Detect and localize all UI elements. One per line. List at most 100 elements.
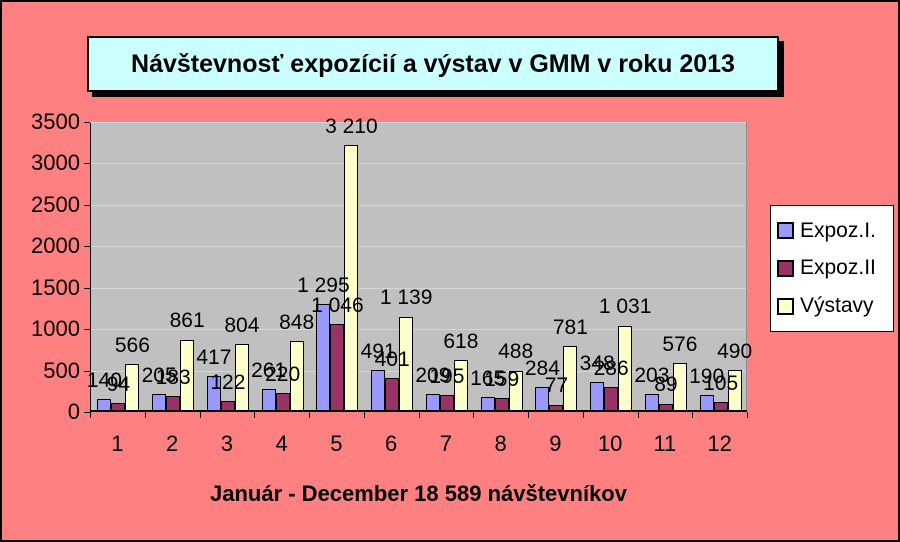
bar (480, 397, 495, 411)
bar-value-label: 183 (155, 365, 191, 389)
x-axis-label: 1 (111, 431, 124, 456)
y-axis-label: 1500 (31, 274, 80, 300)
x-axis-label: 3 (220, 431, 233, 456)
x-tick-icon (144, 412, 146, 418)
bar-value-label: 401 (374, 347, 410, 371)
bar-value-label: 804 (224, 314, 260, 338)
legend-item-expoz-2: Expoz.II (777, 256, 889, 280)
x-tick-icon (90, 412, 91, 418)
bar-value-label: 159 (484, 367, 520, 391)
bar (330, 324, 345, 411)
x-tick-icon (309, 412, 310, 418)
bar (604, 387, 619, 411)
y-tick-icon (84, 370, 90, 372)
bar-value-label: 77 (544, 374, 569, 398)
bar-value-label: 491 (360, 340, 396, 364)
x-tick-icon (254, 412, 256, 418)
legend-swatch-vystavy-icon (777, 297, 794, 315)
bar-value-label: 105 (703, 372, 739, 396)
bar-value-label: 165 (470, 367, 506, 391)
chart-subtitle: Január - December 18 589 návštevníkov (209, 481, 627, 506)
x-axis-label: 6 (385, 431, 398, 456)
legend-item-expoz-1: Expoz.I. (777, 219, 889, 243)
bar (439, 394, 454, 411)
bar-value-label: 576 (662, 333, 698, 357)
x-tick-icon (473, 412, 475, 418)
bar-value-label: 1 139 (379, 286, 433, 310)
y-axis-label: 3000 (31, 150, 80, 176)
bar-value-label: 488 (498, 340, 534, 364)
y-tick-icon (84, 122, 90, 123)
x-axis-line (90, 410, 747, 412)
bar (371, 370, 386, 411)
x-tick-icon (747, 412, 748, 418)
legend: Expoz.I. Expoz.II Výstavy (770, 205, 894, 332)
x-axis-label: 10 (597, 431, 623, 456)
x-axis-label: 2 (166, 431, 179, 456)
x-axis-label: 7 (439, 431, 452, 456)
x-tick-icon (637, 412, 639, 418)
plot-area: 140 94 566 205 183 861 417 122 804 261 220 848 1 295… (86, 115, 752, 412)
chart-title-box: Návštevnosť expozícií a výstav v GMM v r… (87, 36, 779, 92)
legend-label-vystavy: Výstavy (800, 294, 874, 318)
y-tick-icon (84, 412, 90, 413)
bar-value-label: 848 (279, 310, 315, 334)
bar-value-label: 190 (689, 365, 725, 389)
bar-value-label: 566 (114, 333, 150, 357)
bar-value-label: 209 (415, 363, 451, 387)
bar (425, 393, 440, 411)
bar-value-label: 348 (579, 351, 615, 375)
bar-value-label: 94 (106, 373, 131, 397)
y-axis-label: 2500 (31, 191, 80, 217)
bar-value-label: 195 (429, 364, 465, 388)
y-tick-icon (84, 163, 90, 165)
x-tick-icon (692, 412, 694, 418)
bar (316, 303, 331, 411)
y-axis-label: 0 (67, 399, 80, 424)
bar-value-label: 140 (86, 369, 122, 393)
legend-label-expoz-2: Expoz.II (800, 256, 876, 280)
x-axis-label: 9 (549, 431, 562, 456)
gridline (91, 246, 746, 248)
bar-value-label: 286 (593, 357, 629, 381)
y-axis-label: 1000 (31, 316, 80, 342)
bar-value-label: 205 (141, 363, 177, 387)
x-axis-label: 5 (330, 431, 343, 456)
bar-value-label: 781 (552, 316, 588, 340)
bar (590, 382, 605, 411)
legend-swatch-expoz-2-icon (777, 259, 794, 277)
x-tick-icon (528, 412, 529, 418)
x-tick-icon (199, 412, 201, 418)
gridline (91, 122, 746, 123)
bar-value-label: 220 (265, 362, 301, 386)
bar-value-label: 1 046 (311, 294, 364, 318)
bar (385, 377, 400, 411)
y-tick-icon (84, 329, 90, 331)
y-tick-icon (84, 204, 90, 206)
x-tick-icon (363, 412, 365, 418)
bar-value-label: 417 (196, 346, 232, 370)
x-axis-label: 8 (494, 431, 507, 456)
bar-value-label: 861 (169, 309, 205, 333)
x-tick-icon (418, 412, 420, 418)
legend-swatch-expoz-1-icon (777, 222, 794, 240)
chart-title: Návštevnosť expozícií a výstav v GMM v r… (131, 49, 735, 78)
bar (261, 389, 276, 411)
x-axis-label: 12 (707, 431, 732, 456)
y-tick-icon (84, 287, 90, 289)
bar (699, 395, 714, 411)
y-axis-label: 2000 (31, 233, 80, 259)
bar-value-label: 618 (443, 329, 479, 353)
bar-value-label: 89 (654, 373, 678, 397)
y-tick-icon (84, 246, 90, 248)
bar-value-label: 490 (717, 340, 753, 364)
y-axis-label: 500 (43, 357, 80, 383)
y-axis-line (90, 123, 91, 411)
bar-value-label: 1 031 (598, 295, 652, 319)
gridline (91, 204, 746, 206)
legend-item-vystavy: Výstavy (777, 294, 889, 318)
bar-value-label: 1 295 (297, 273, 350, 297)
legend-label-expoz-1: Expoz.I. (800, 218, 876, 242)
x-axis-label: 11 (653, 431, 677, 456)
